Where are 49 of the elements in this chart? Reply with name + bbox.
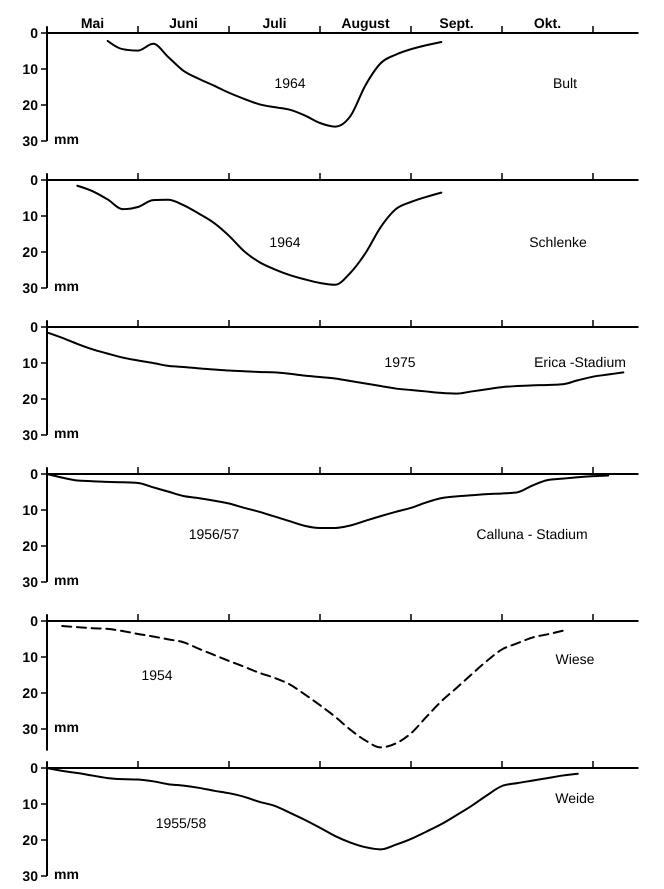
x-tick-label: Mai [80,15,104,31]
x-tick-label: Juli [262,15,287,31]
y-tick-label: 20 [22,538,38,554]
y-tick-label: 30 [22,574,38,590]
y-tick-label: 10 [22,796,38,812]
y-tick-label: 20 [22,832,38,848]
annotation: 1964 [269,234,301,250]
annotation: 1964 [274,75,306,91]
y-axis-title: mm [54,278,79,294]
y-axis-title: mm [54,425,79,441]
annotation: 1955/58 [156,815,207,831]
x-tick-label: Sept. [439,15,474,31]
annotation: Weide [555,790,595,806]
y-tick-label: 0 [30,613,38,629]
annotation: 1975 [384,354,416,370]
y-axis-title: mm [54,866,79,882]
y-tick-label: 0 [30,466,38,482]
y-tick-label: 20 [22,244,38,260]
y-tick-label: 10 [22,208,38,224]
y-tick-label: 10 [22,649,38,665]
y-tick-label: 30 [22,721,38,737]
y-tick-label: 20 [22,391,38,407]
line-series [106,40,442,128]
x-tick-label: August [341,15,390,31]
y-axis-title: mm [54,719,79,735]
x-tick-label: Okt. [534,15,562,31]
annotation: 1956/57 [188,526,240,542]
y-tick-label: 0 [30,319,38,335]
x-tick-label: Juni [169,15,198,31]
annotation: Erica -Stadium [534,354,626,370]
y-tick-label: 10 [22,502,38,518]
y-tick-label: 10 [22,61,38,77]
annotation: Schlenke [529,234,588,250]
y-tick-label: 0 [30,760,38,776]
y-tick-label: 0 [30,172,38,188]
y-axis-title: mm [54,131,79,147]
y-tick-label: 10 [22,355,38,371]
annotation: Bult [552,75,578,91]
annotation: Calluna - Stadium [476,526,588,542]
y-tick-label: 20 [22,685,38,701]
y-axis-title: mm [54,572,79,588]
annotation: Wiese [556,651,595,667]
y-tick-label: 0 [30,25,38,41]
y-tick-label: 20 [22,97,38,113]
y-tick-label: 30 [22,133,38,149]
y-tick-label: 30 [22,427,38,443]
y-tick-label: 30 [22,280,38,296]
annotation: 1954 [141,667,173,683]
y-tick-label: 30 [22,868,38,884]
